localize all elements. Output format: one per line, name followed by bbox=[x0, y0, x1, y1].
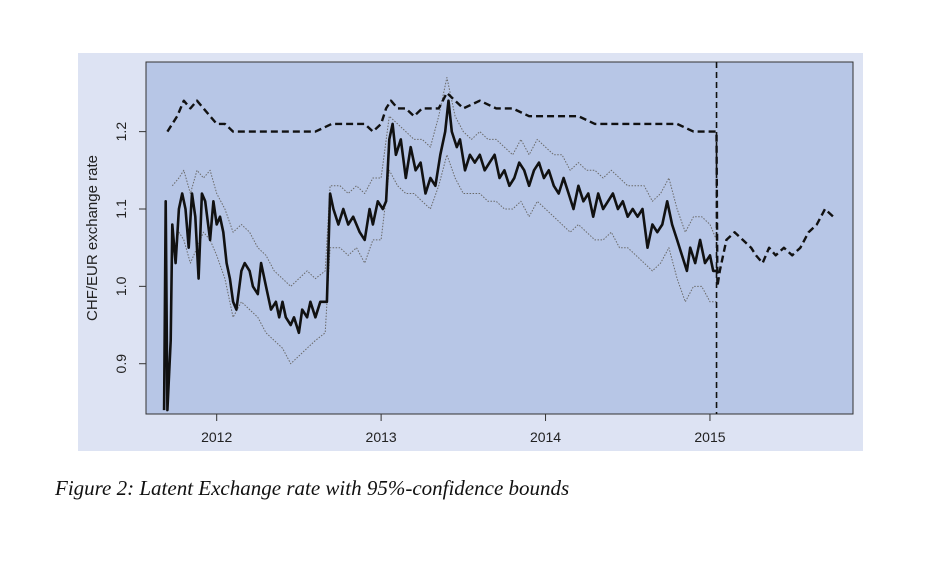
x-tick-label: 2015 bbox=[694, 429, 725, 445]
series-line-latent bbox=[162, 99, 717, 412]
figure-caption: Figure 2: Latent Exchange rate with 95%-… bbox=[55, 476, 570, 500]
series-layer bbox=[162, 62, 835, 414]
plot-area bbox=[145, 61, 854, 415]
x-tick-label: 2014 bbox=[530, 429, 561, 445]
x-tick-label: 2013 bbox=[366, 429, 397, 445]
x-tick-label: 2012 bbox=[201, 429, 232, 445]
series-line-upper-bound bbox=[171, 77, 717, 287]
series-line-observed-floor bbox=[166, 91, 835, 288]
y-tick-label: 0.9 bbox=[113, 354, 129, 374]
x-axis: 2012 2013 2014 2015 bbox=[201, 414, 726, 445]
y-axis-title: CHF/EUR exchange rate bbox=[84, 155, 101, 321]
y-tick-label: 1.2 bbox=[113, 122, 129, 142]
series-line-lower-bound bbox=[171, 154, 717, 365]
y-axis: 0.9 1.0 1.1 1.2 bbox=[113, 122, 146, 374]
y-tick-label: 1.1 bbox=[113, 199, 129, 219]
y-tick-label: 1.0 bbox=[113, 276, 129, 296]
